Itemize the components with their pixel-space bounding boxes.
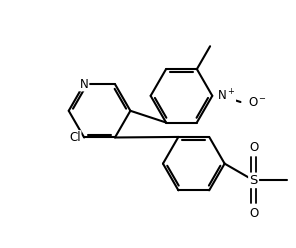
Text: S: S [250,174,258,187]
Text: O$^-$: O$^-$ [247,96,266,109]
Text: N$^+$: N$^+$ [217,88,235,103]
Text: N: N [80,78,89,91]
Text: O: O [249,207,258,220]
Text: O: O [249,141,258,154]
Text: Cl: Cl [69,131,81,144]
